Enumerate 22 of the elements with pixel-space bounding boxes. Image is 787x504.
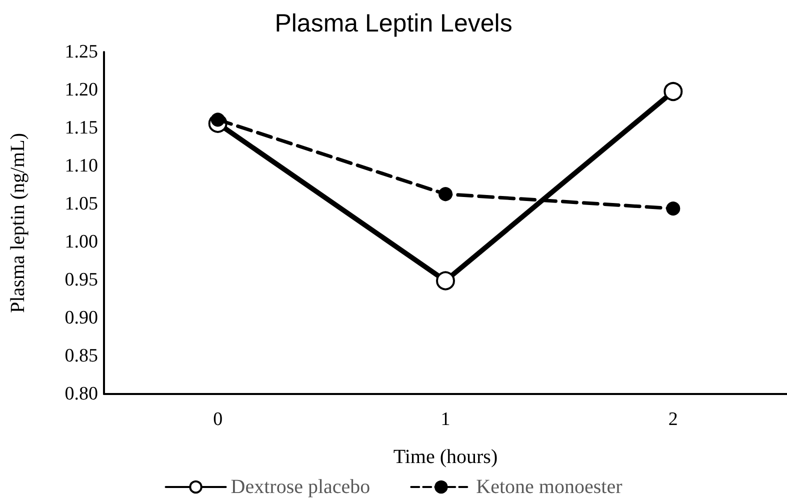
y-tick-label: 1.00 <box>64 232 98 252</box>
chart-title: Plasma Leptin Levels <box>274 10 512 38</box>
x-tick-label: 1 <box>440 409 450 430</box>
legend-label: Ketone monoester <box>476 476 623 498</box>
y-tick-label: 0.85 <box>64 346 98 366</box>
y-tick-label: 0.80 <box>64 384 98 404</box>
y-tick-label: 0.95 <box>64 270 98 290</box>
x-axis-title: Time (hours) <box>393 446 498 468</box>
point <box>664 82 683 102</box>
y-tick-label: 1.15 <box>64 118 98 138</box>
y-tick-label: 1.05 <box>64 194 98 214</box>
y-tick-label: 1.20 <box>64 80 98 100</box>
x-tick-label: 2 <box>668 409 678 430</box>
point <box>438 187 452 202</box>
legend-label: Dextrose placebo <box>230 476 370 498</box>
point <box>666 202 680 216</box>
y-tick-label: 1.10 <box>64 156 98 176</box>
y-axis-title: Plasma leptin (ng/mL) <box>7 133 29 313</box>
y-tick-label: 0.90 <box>64 308 98 328</box>
x-tick-label: 0 <box>213 409 223 430</box>
y-tick-label: 1.25 <box>64 42 98 62</box>
point <box>436 271 455 290</box>
